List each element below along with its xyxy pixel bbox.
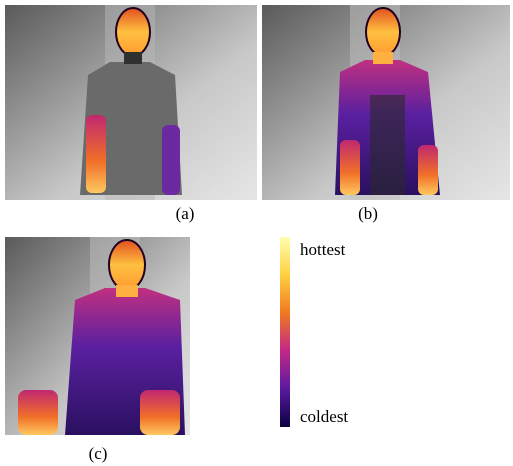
caption: (a) [176,204,195,223]
colorbar-label: hottest [300,240,346,259]
caption: (b) [358,204,378,223]
image-c [5,237,190,435]
colorbar-label: coldest [300,407,348,426]
image-b [262,5,510,200]
figure: (a) (b) (c) hottest coldest [0,0,513,466]
caption: (c) [89,444,108,463]
image-a [5,5,257,200]
colorbar [280,237,290,427]
